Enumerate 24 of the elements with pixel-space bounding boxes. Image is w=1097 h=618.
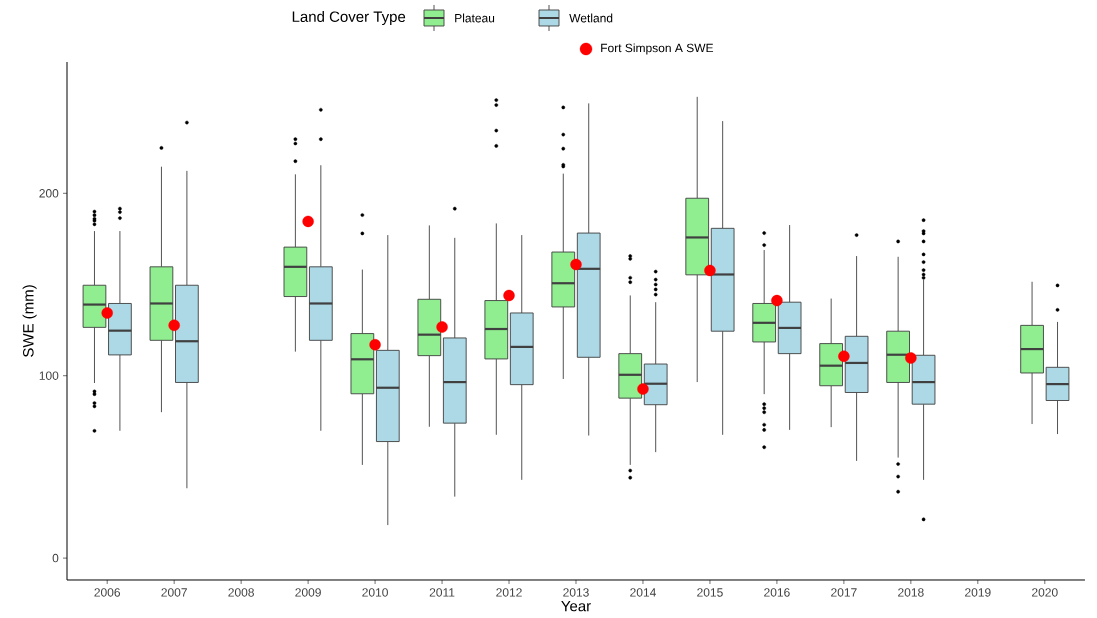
x-tick-label: 2019 (965, 588, 991, 597)
y-tick-label: 100 (39, 371, 59, 380)
x-axis-title: Year (561, 600, 591, 612)
legend-title: Land Cover Type (292, 11, 406, 25)
x-tick-label: 2015 (697, 588, 723, 597)
x-tick-label: 2014 (630, 588, 656, 597)
x-tick-label: 2012 (496, 588, 522, 597)
x-tick-label: 2010 (362, 588, 388, 597)
y-axis-title: SWE (mm) (22, 285, 37, 357)
x-tick-label: 2020 (1032, 588, 1058, 597)
y-tick-label: 200 (39, 189, 59, 198)
x-tick-label: 2006 (94, 588, 121, 597)
legend-label: Wetland (569, 13, 613, 23)
x-tick-label: 2008 (228, 588, 254, 597)
legend-label: Fort Simpson A SWE (601, 43, 714, 55)
legend-label: Plateau (455, 13, 495, 23)
x-tick-label: 2013 (563, 588, 589, 597)
x-tick-label: 2016 (764, 588, 790, 597)
x-tick-label: 2007 (161, 588, 187, 597)
x-tick-label: 2011 (429, 588, 455, 597)
x-tick-label: 2018 (898, 588, 924, 597)
x-tick-label: 2009 (295, 588, 321, 597)
y-tick-label: 0 (52, 553, 59, 563)
x-tick-label: 2017 (831, 588, 857, 597)
